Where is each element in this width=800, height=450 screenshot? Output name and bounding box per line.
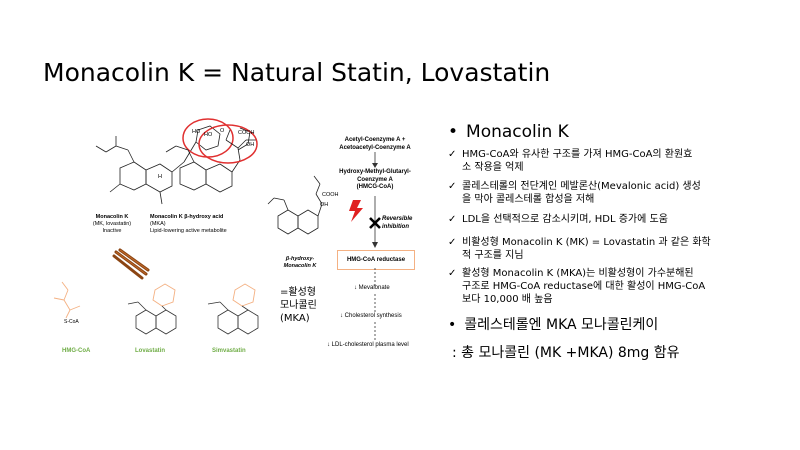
check-text-4: 비활성형 Monacolin K (MK) = Lovastatin 과 같은 … xyxy=(462,237,711,261)
bullet-mka-text: 콜레스테롤엔 MKA 모나콜린케이 xyxy=(464,317,659,333)
arrow-down-icon xyxy=(374,294,376,312)
check-item-5: ✓ 활성형 Monacolin K (MKA)는 비활성형이 가수분해된 구조로… xyxy=(448,267,768,307)
hmgcoa-label: HMG-CoA xyxy=(62,348,91,354)
h-atom-label: H xyxy=(158,174,162,180)
pathway-step-acetyl: Acetyl-Coenzyme A + Acetoacetyl-Coenzyme… xyxy=(339,137,411,151)
arrow-down-icon xyxy=(374,268,376,286)
mka-cooh-label: COOH xyxy=(238,130,255,136)
enzyme-label: HMG-CoA reductase xyxy=(346,257,406,263)
mk-caption: Monacolin K (MK, lovastatin) Inactive xyxy=(82,214,142,235)
check-icon: ✓ xyxy=(448,268,457,279)
check-text-1: HMG-CoA와 유사한 구조를 가져 HMG-CoA의 환원효 소 작용을 억… xyxy=(462,149,693,173)
bullet-mka: • 콜레스테롤엔 MKA 모나콜린케이 xyxy=(448,317,659,333)
red-yeast-rice-sticks xyxy=(112,248,150,280)
pathway-cholesterol: ↓ Cholesterol synthesis xyxy=(340,313,402,319)
lightning-icon xyxy=(349,200,363,222)
bottom-structures: S-CoA xyxy=(53,281,259,335)
heading-monacolin-k: Monacolin K xyxy=(466,122,569,142)
active-monacolin-note: =활성형 모나콜린 (MKA) xyxy=(280,287,317,324)
arrow-down-icon xyxy=(372,152,378,168)
bullet-mka-sub: : 총 모나콜린 (MK +MKA) 8mg 함유 xyxy=(452,345,680,361)
check-text-2: 콜레스테롤의 전단계인 메발론산(Mevalonic acid) 생성 을 막아… xyxy=(462,181,701,205)
scoa-label: S-CoA xyxy=(64,319,79,325)
pathway-step-hmgcoa: Hydroxy-Methyl-Glutaryl- Coenzyme A (HMC… xyxy=(339,169,411,190)
mka-ho-label: HO xyxy=(204,132,213,138)
o-atom-label: O xyxy=(220,128,225,134)
mka-caption: Monacolin K β-hydroxy acid (MKA) Lipid-l… xyxy=(150,214,250,235)
beta-cooh-label: COOH xyxy=(322,192,339,198)
check-text-3: LDL을 선택적으로 감소시키며, HDL 증가에 도움 xyxy=(462,214,668,225)
check-text-5: 활성형 Monacolin K (MKA)는 비활성형이 가수분해된 구조로 H… xyxy=(462,268,706,305)
check-icon: ✓ xyxy=(448,181,457,192)
hmg-coa-reductase-box: HMG-CoA reductase xyxy=(337,250,415,270)
lovastatin-label: Lovastatin xyxy=(135,348,166,354)
beta-hydroxy-mk-structure: COOH OH xyxy=(267,175,339,235)
simvastatin-label: Simvastatin xyxy=(212,348,246,354)
mka-structure: HO COOH OH xyxy=(165,124,258,193)
inhibition-arrow xyxy=(349,196,381,248)
mk-sub1: (MK, lovastatin) xyxy=(92,221,132,227)
check-icon: ✓ xyxy=(448,149,457,160)
page-title: Monacolin K = Natural Statin, Lovastatin xyxy=(43,58,551,87)
mka-name: Monacolin K β-hydroxy acid xyxy=(150,214,224,220)
check-icon: ✓ xyxy=(448,237,457,248)
pathway-ldl: ↓ LDL-cholesterol plasma level xyxy=(327,342,409,348)
check-item-3: ✓ LDL을 선택적으로 감소시키며, HDL 증가에 도움 xyxy=(448,213,768,227)
arrow-down-icon xyxy=(374,322,376,340)
heading-bullet: • Monacolin K xyxy=(448,122,569,142)
check-item-2: ✓ 콜레스테롤의 전단계인 메발론산(Mevalonic acid) 생성 을 … xyxy=(448,180,768,206)
mk-sub2: Inactive xyxy=(102,228,122,234)
reversible-inhibition-label: Reversible inhibition xyxy=(382,216,413,230)
beta-hydroxy-label: β-hydroxy- Monacolin K xyxy=(283,256,317,269)
check-item-1: ✓ HMG-CoA와 유사한 구조를 가져 HMG-CoA의 환원효 소 작용을… xyxy=(448,148,768,174)
beta-oh-label: OH xyxy=(320,202,328,208)
check-item-4: ✓ 비활성형 Monacolin K (MK) = Lovastatin 과 같… xyxy=(448,236,768,262)
pathway-mevalonate: ↓ Mevalonate xyxy=(354,285,390,291)
mk-name: Monacolin K xyxy=(95,214,129,220)
ho-atom-label: HO xyxy=(192,129,201,135)
mka-sub1: (MKA) xyxy=(150,221,166,227)
mka-oh-label: OH xyxy=(246,142,254,148)
mka-sub2: Lipid-lowering active metabolite xyxy=(150,228,227,234)
check-icon: ✓ xyxy=(448,214,457,225)
